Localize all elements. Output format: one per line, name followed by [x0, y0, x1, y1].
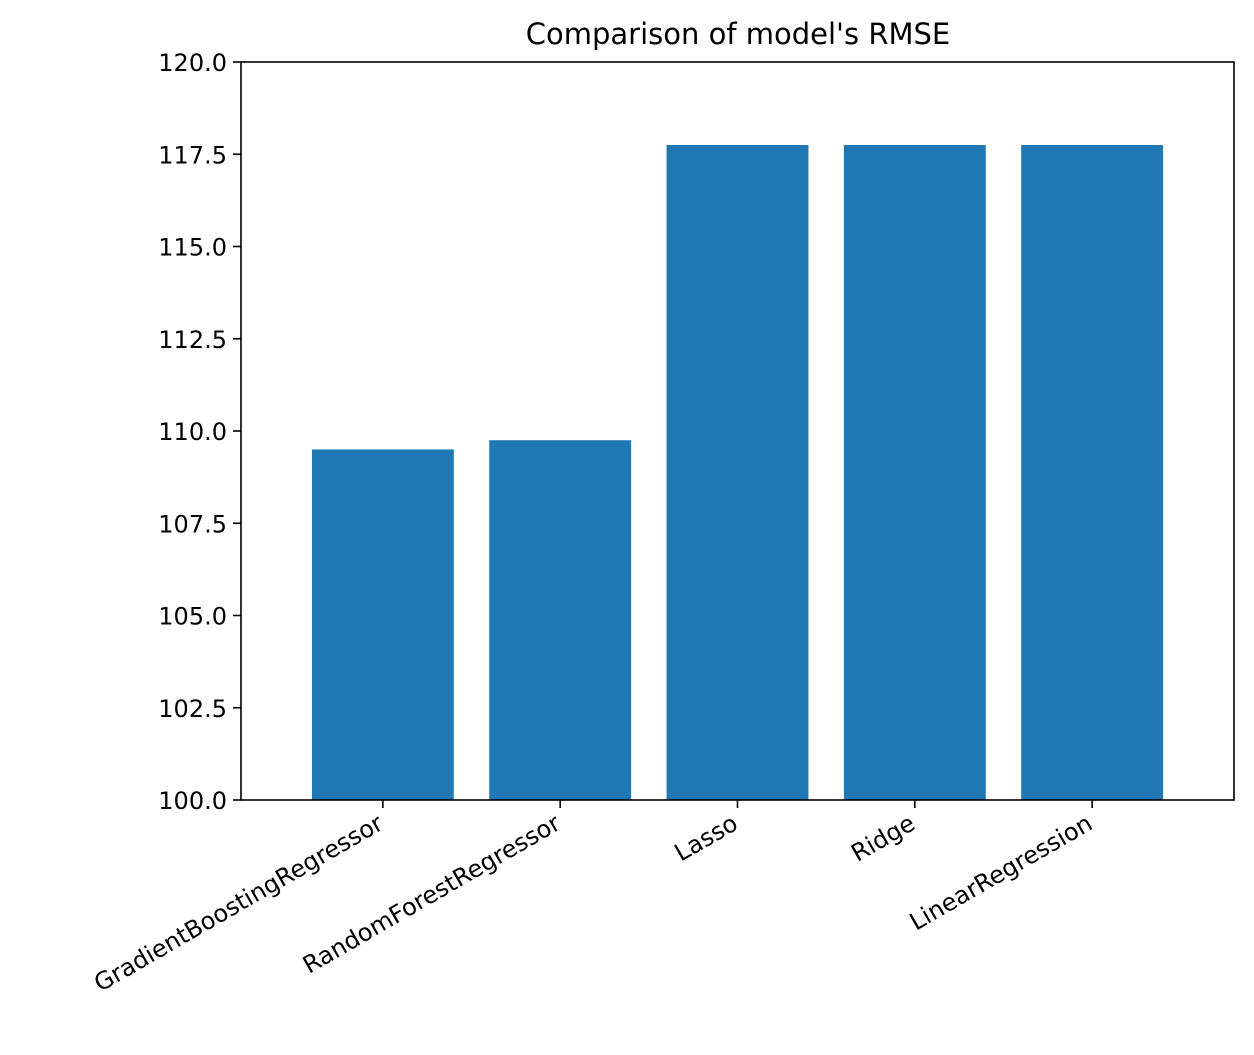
y-tick-label: 117.5	[158, 141, 227, 169]
y-tick-label: 112.5	[158, 326, 227, 354]
y-tick-label: 107.5	[158, 510, 227, 538]
x-tick-label: Lasso	[670, 809, 743, 867]
plot-area-frame	[240, 61, 1235, 801]
x-axis: GradientBoostingRegressorRandomForestReg…	[89, 800, 1097, 997]
y-tick-label: 105.0	[158, 603, 227, 631]
y-tick-label: 120.0	[158, 49, 227, 77]
bar-Lasso	[666, 145, 809, 800]
y-tick-label: 110.0	[158, 418, 227, 446]
y-tick-label: 115.0	[158, 234, 227, 262]
y-tick-label: 100.0	[158, 787, 227, 815]
bar-LinearRegression	[1021, 145, 1164, 800]
x-tick-label: GradientBoostingRegressor	[89, 809, 388, 998]
x-tick-label: Ridge	[846, 809, 919, 868]
y-tick-label: 102.5	[158, 695, 227, 723]
y-axis: 100.0 102.5 105.0 107.5 110.0 112.5 115.0 117.5…	[158, 49, 241, 815]
chart-title: Comparison of model's RMSE	[526, 17, 951, 51]
x-tick-label: LinearRegression	[905, 809, 1097, 936]
bars-layer	[311, 145, 1164, 800]
bar-Ridge	[843, 145, 986, 800]
bar-RandomForestRegressor	[489, 440, 632, 800]
bar-GradientBoostingRegressor	[311, 449, 454, 800]
